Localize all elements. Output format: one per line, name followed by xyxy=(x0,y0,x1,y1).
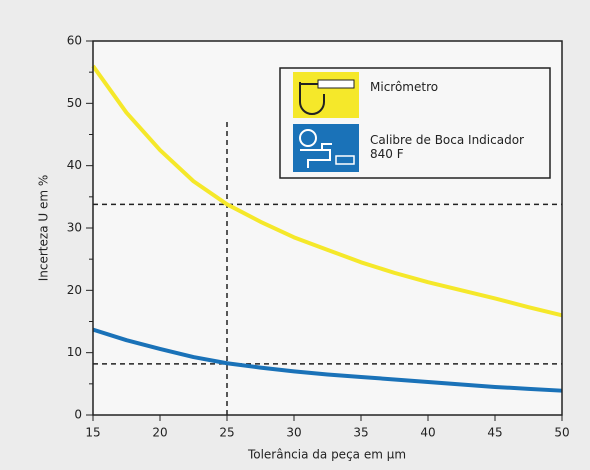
legend-icon-caliper xyxy=(293,124,359,172)
x-tick-label: 35 xyxy=(353,426,368,440)
x-tick-label: 30 xyxy=(286,426,301,440)
x-tick-label: 20 xyxy=(152,426,167,440)
y-tick-label: 10 xyxy=(67,345,82,359)
plot-frame xyxy=(92,40,563,416)
x-axis-label: Tolerância da peça em µm xyxy=(247,448,406,462)
x-tick-label: 50 xyxy=(554,426,569,440)
x-tick-label: 45 xyxy=(487,426,502,440)
y-tick-label: 20 xyxy=(67,283,82,297)
x-tick-label: 40 xyxy=(420,426,435,440)
x-tick-label: 25 xyxy=(219,426,234,440)
legend-label: Calibre de Boca Indicador 840 F xyxy=(370,133,524,161)
series-line xyxy=(92,327,563,393)
y-tick-label: 0 xyxy=(74,408,82,422)
x-tick-label: 15 xyxy=(85,426,100,440)
y-tick-label: 60 xyxy=(67,34,82,48)
y-tick-label: 40 xyxy=(67,158,82,172)
legend-icon-micrometer xyxy=(293,72,359,118)
y-tick-label: 30 xyxy=(67,221,82,235)
y-tick-label: 50 xyxy=(67,96,82,110)
legend-label: Micrômetro xyxy=(370,80,439,94)
series-line xyxy=(91,64,563,318)
y-axis-label: Incerteza U em % xyxy=(37,175,51,282)
